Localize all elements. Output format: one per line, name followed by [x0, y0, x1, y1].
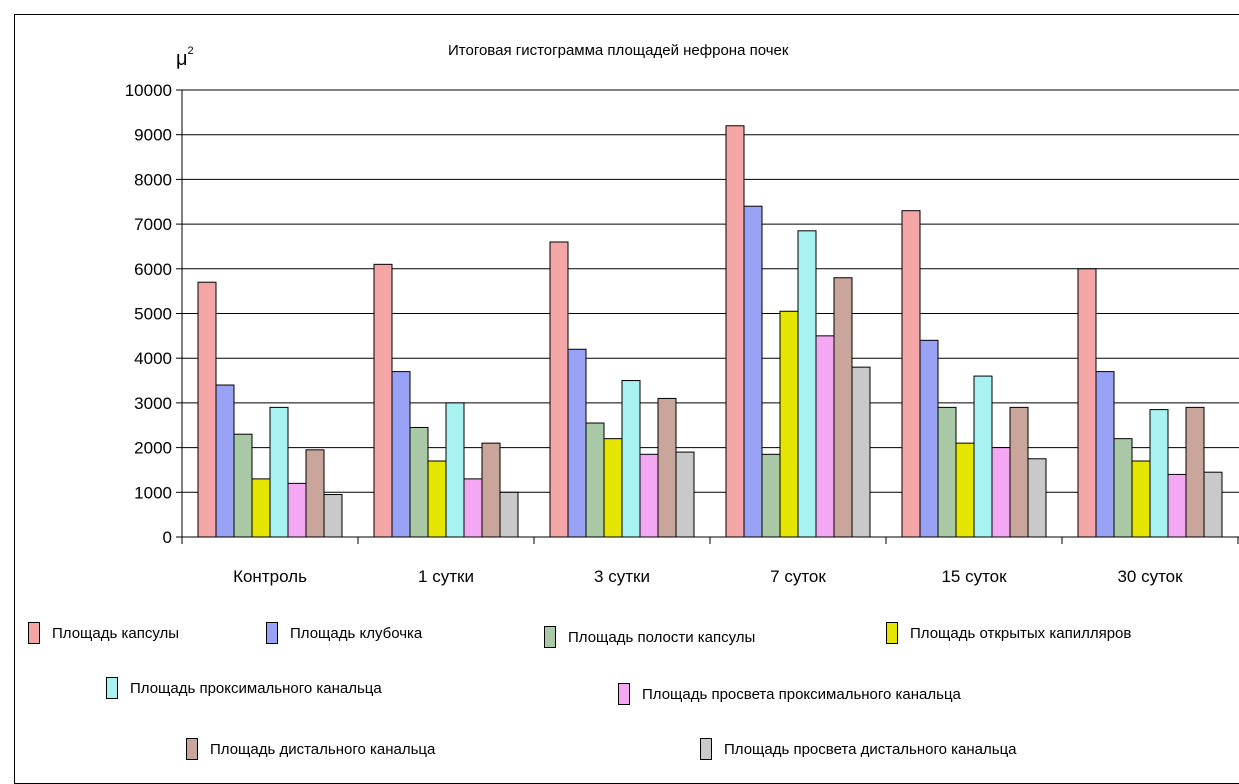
- bar: [639, 453, 659, 538]
- y-tick-label: 5000: [134, 305, 172, 324]
- bar: [445, 402, 465, 538]
- legend-swatch: [618, 683, 630, 705]
- bar: [1009, 406, 1029, 538]
- bar: [251, 478, 271, 538]
- x-tick-label: 30 суток: [1117, 567, 1183, 586]
- bar: [481, 442, 501, 538]
- legend-label: Площадь клубочка: [290, 624, 423, 642]
- legend-item: Площадь капсулы: [28, 622, 179, 644]
- bar: [287, 482, 307, 538]
- legend-swatch: [186, 738, 198, 760]
- legend-swatch: [700, 738, 712, 760]
- legend-swatch: [266, 622, 278, 644]
- legend-swatch: [28, 622, 40, 644]
- bar: [373, 263, 393, 538]
- bar: [675, 451, 695, 538]
- y-tick-label: 8000: [134, 170, 172, 189]
- bar: [585, 422, 605, 538]
- bar: [725, 125, 745, 538]
- bar: [549, 241, 569, 538]
- bar: [603, 438, 623, 538]
- bar: [233, 433, 253, 538]
- bar: [833, 277, 853, 538]
- y-tick-label: 10000: [125, 81, 172, 100]
- bar: [215, 384, 235, 538]
- legend-swatch: [106, 677, 118, 699]
- y-tick-label: 1000: [134, 483, 172, 502]
- bar: [851, 366, 871, 538]
- legend-item: Площадь просвета дистального канальца: [700, 738, 1017, 760]
- y-tick-label: 2000: [134, 439, 172, 458]
- bar: [305, 449, 325, 538]
- bar: [427, 460, 447, 538]
- legend-item: Площадь открытых капилляров: [886, 622, 1131, 644]
- legend-label: Площадь полости капсулы: [568, 628, 756, 646]
- legend-label: Площадь дистального канальца: [210, 740, 436, 758]
- legend-swatch: [544, 626, 556, 648]
- bar: [743, 205, 763, 538]
- legend-label: Площадь проксимального канальца: [130, 679, 382, 697]
- bar: [409, 426, 429, 538]
- bar: [1077, 268, 1097, 538]
- legend-swatch: [886, 622, 898, 644]
- bar: [1095, 371, 1115, 538]
- legend-item: Площадь клубочка: [266, 622, 422, 644]
- y-axis-unit: μ2: [176, 45, 194, 71]
- bar: [323, 494, 343, 538]
- bar: [973, 375, 993, 538]
- bar: [815, 335, 835, 538]
- bar: [1185, 406, 1205, 538]
- y-tick-label: 6000: [134, 260, 172, 279]
- bar: [761, 453, 781, 538]
- x-tick-label: 7 суток: [770, 567, 826, 586]
- bar: [1113, 438, 1133, 538]
- bar: [797, 230, 817, 538]
- bar: [1203, 471, 1223, 538]
- legend-item: Площадь просвета проксимального канальца: [618, 683, 961, 705]
- y-axis-unit-exponent: 2: [187, 45, 194, 58]
- y-tick-label: 7000: [134, 215, 172, 234]
- bar: [1131, 460, 1151, 538]
- bar: [955, 442, 975, 538]
- bar: [937, 406, 957, 538]
- legend-label: Площадь просвета дистального канальца: [724, 740, 1017, 758]
- bar: [991, 447, 1011, 538]
- x-tick-label: 15 суток: [941, 567, 1007, 586]
- bar: [901, 210, 921, 538]
- x-tick-label: Контроль: [233, 567, 307, 586]
- bar: [567, 348, 587, 538]
- bar: [197, 281, 217, 538]
- bar: [391, 371, 411, 538]
- bar: [919, 339, 939, 538]
- chart-title: Итоговая гистограмма площадей нефрона по…: [448, 42, 789, 59]
- y-tick-label: 3000: [134, 394, 172, 413]
- legend-label: Площадь просвета проксимального канальца: [642, 685, 961, 703]
- bar: [463, 478, 483, 538]
- x-tick-label: 1 сутки: [418, 567, 474, 586]
- legend-item: Площадь дистального канальца: [186, 738, 435, 760]
- bar: [1027, 458, 1047, 538]
- y-tick-label: 4000: [134, 349, 172, 368]
- legend-item: Площадь полости капсулы: [544, 626, 755, 648]
- legend-item: Площадь проксимального канальца: [106, 677, 382, 699]
- legend-label: Площадь капсулы: [52, 624, 180, 642]
- bar: [499, 491, 519, 538]
- bar: [621, 380, 641, 538]
- bar: [1149, 409, 1169, 538]
- y-tick-label: 0: [163, 528, 172, 547]
- legend-label: Площадь открытых капилляров: [910, 624, 1132, 642]
- y-tick-label: 9000: [134, 126, 172, 145]
- bar: [269, 406, 289, 538]
- x-tick-label: 3 сутки: [594, 567, 650, 586]
- bar: [779, 310, 799, 538]
- y-axis-unit-base: μ: [176, 48, 188, 70]
- bar: [1167, 473, 1187, 538]
- bar: [657, 397, 677, 538]
